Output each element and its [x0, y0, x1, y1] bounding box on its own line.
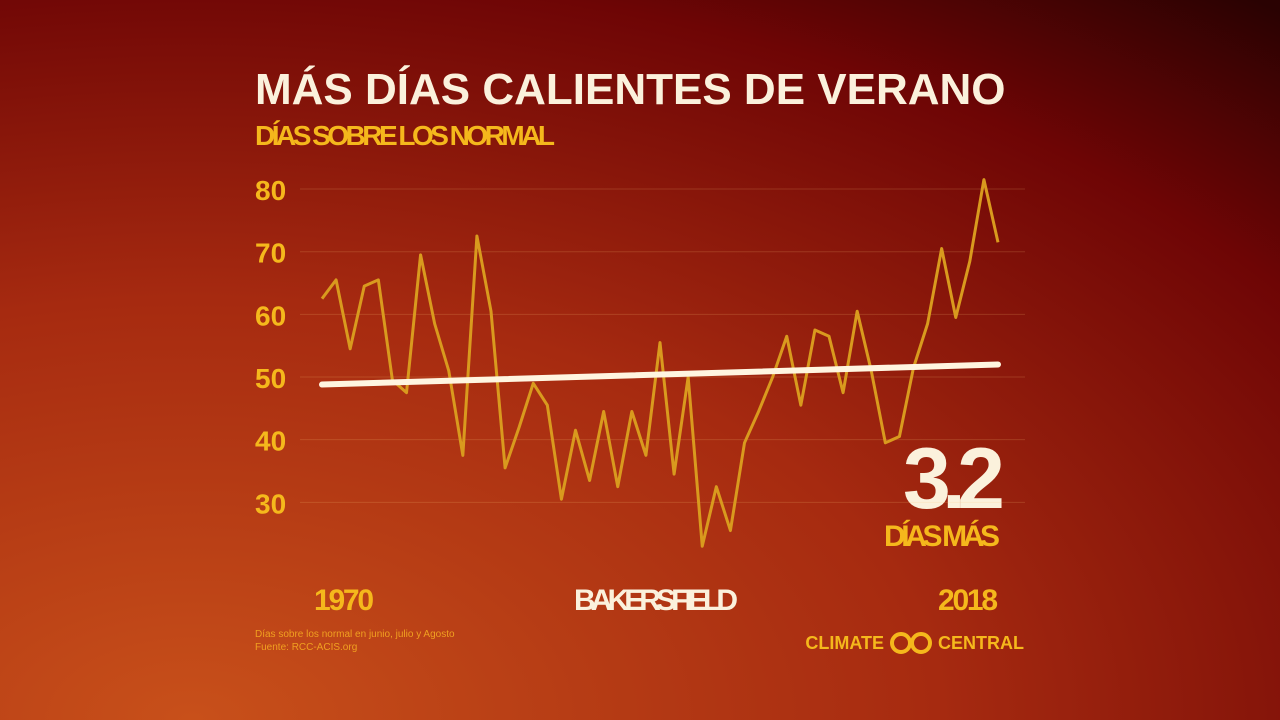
chart-title: MÁS DÍAS CALIENTES DE VERANO: [255, 64, 1006, 114]
y-tick-label: 40: [255, 426, 286, 457]
footnote: Fuente: RCC-ACIS.org: [255, 642, 357, 653]
y-tick-label: 70: [255, 238, 286, 269]
logo-icon: [910, 632, 932, 654]
x-tick-label: 1970: [314, 584, 374, 617]
y-tick-label: 50: [255, 363, 286, 394]
trend-line: [319, 361, 1001, 388]
chart-subtitle: DÍAS SOBRE LOS NORMAL: [255, 120, 555, 151]
x-tick-label: 2018: [938, 584, 998, 617]
y-tick-label: 30: [255, 488, 286, 519]
series-name: BAKERSFIELD: [574, 584, 738, 617]
footnote: Días sobre los normal en junio, julio y …: [255, 629, 455, 640]
logo-text: CLIMATE: [805, 633, 884, 653]
data-line: [320, 178, 1000, 548]
annotation-label: DÍAS MÁS: [884, 519, 1000, 553]
logo-text: CENTRAL: [938, 633, 1024, 653]
annotation-value: 3.2: [903, 431, 1005, 527]
y-tick-label: 80: [255, 175, 286, 206]
y-tick-label: 60: [255, 300, 286, 331]
